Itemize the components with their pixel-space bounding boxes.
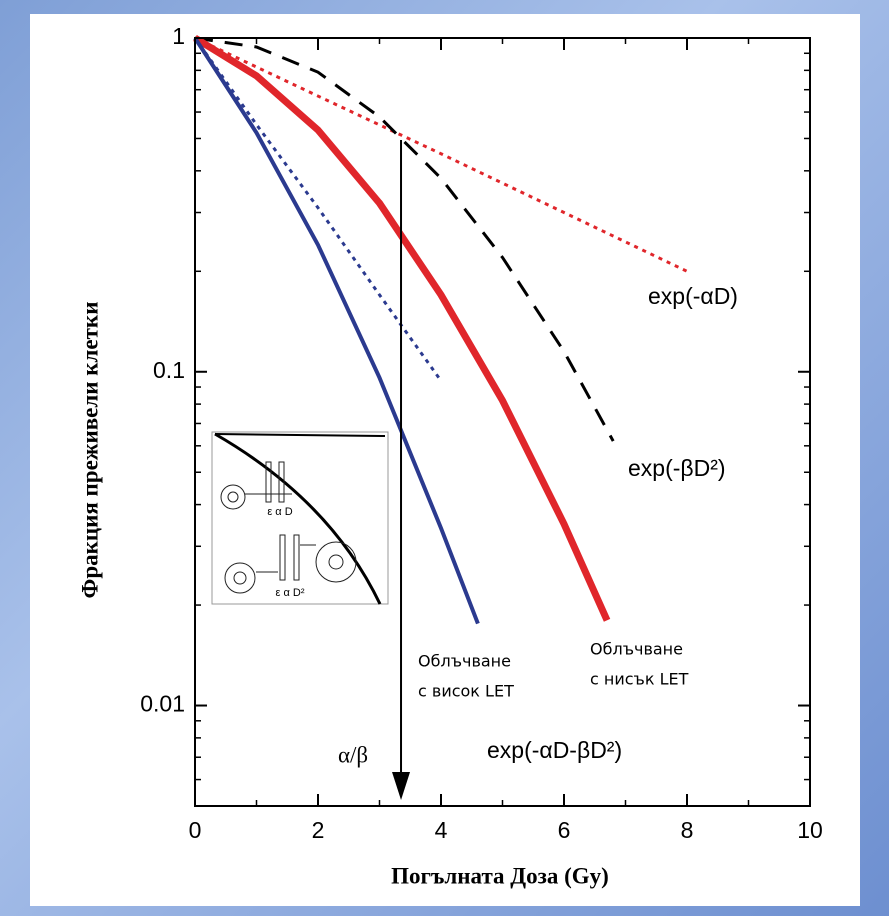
inset-line [214, 433, 386, 437]
annotation: с висок LET [418, 682, 514, 701]
inset-chromosome [265, 461, 272, 503]
inset-circle [227, 491, 239, 503]
panel [30, 14, 860, 906]
arrow-head [392, 772, 411, 800]
y-tick-label: 0.01 [140, 691, 185, 717]
inset [211, 431, 389, 605]
annotation: Облъчване [418, 652, 511, 671]
inset-circle [328, 554, 344, 570]
x-tick-label: 0 [189, 817, 202, 843]
y-tick-label: 1 [172, 23, 185, 49]
x-tick-label: 8 [681, 817, 694, 843]
inset-chromosome [278, 461, 285, 503]
inset-circle [224, 562, 256, 594]
inset-chromosome [279, 534, 286, 581]
annotation: exp(-αD-βD²) [487, 737, 622, 763]
series-line [193, 36, 480, 625]
x-tick-label: 10 [797, 817, 823, 843]
x-axis-label: Погълната Доза (Gy) [391, 863, 609, 888]
inset-label: ε α D² [276, 587, 305, 599]
inset-frame [211, 431, 389, 605]
annotation: с нисък LET [590, 670, 689, 689]
inset-circle [315, 541, 357, 583]
series-line [194, 36, 615, 442]
y-tick-label: 0.1 [153, 357, 185, 383]
series-line [193, 37, 443, 382]
x-tick-label: 2 [312, 817, 325, 843]
series-line [193, 35, 611, 622]
inset-curve [214, 432, 382, 605]
inset-label: ε α D [267, 506, 292, 518]
annotation: exp(-βD²) [628, 455, 726, 481]
y-axis-label: Фракция преживели клетки [77, 302, 102, 599]
annotation: Облъчване [590, 640, 683, 659]
series-line [194, 36, 688, 273]
inset-circle [233, 571, 247, 585]
annotation: exp(-αD) [648, 283, 738, 309]
x-tick-label: 4 [435, 817, 448, 843]
inset-circle [220, 484, 246, 510]
arrow-label: α/β [338, 742, 368, 767]
x-tick-label: 6 [558, 817, 571, 843]
inset-chromosome [293, 534, 300, 581]
